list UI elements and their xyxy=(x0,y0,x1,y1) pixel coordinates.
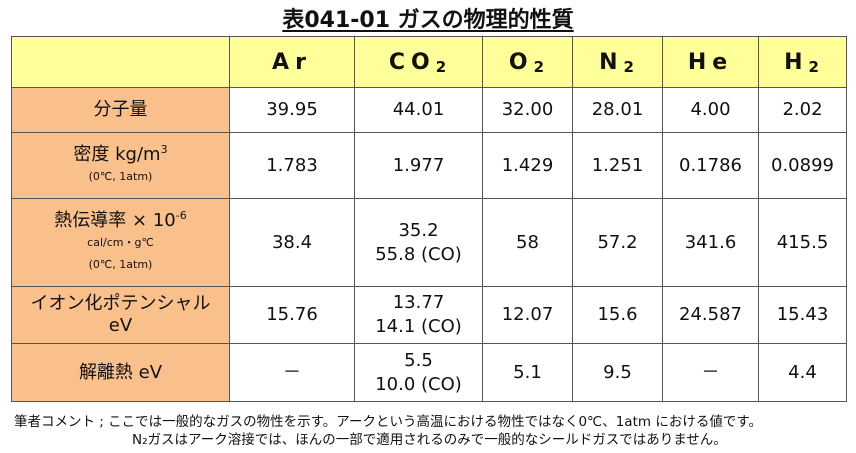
gas-properties-table: Ar CO2 O2 N2 He H2 分子量 39.95 44.01 32.00… xyxy=(11,36,847,402)
cell: 24.587 xyxy=(662,286,759,344)
cell: 28.01 xyxy=(572,87,663,133)
cell: 58 xyxy=(482,198,573,287)
header-n2: N2 xyxy=(572,36,663,88)
header-he: He xyxy=(662,36,759,88)
header-row: Ar CO2 O2 N2 He H2 xyxy=(11,36,847,88)
cell: 15.76 xyxy=(229,286,355,344)
author-comment: 筆者コメント ; ここでは一般的なガスの物性を示す。アークという高温における物性… xyxy=(14,414,762,430)
cell: 57.2 xyxy=(572,198,663,287)
cell: 5.1 xyxy=(482,343,573,402)
header-ar: Ar xyxy=(229,36,355,88)
row-label-molecular-weight: 分子量 xyxy=(11,87,230,133)
cell: － xyxy=(662,343,759,402)
cell: 15.43 xyxy=(758,286,847,344)
cell: 0.1786 xyxy=(662,132,759,199)
row-label-thermal-conductivity: 熱伝導率 × 10-6 cal/cm・g℃ (0℃, 1atm) xyxy=(11,198,230,287)
cell: 32.00 xyxy=(482,87,573,133)
cell: 341.6 xyxy=(662,198,759,287)
cell: 0.0899 xyxy=(758,132,847,199)
cell: 5.5 10.0 (CO) xyxy=(354,343,483,402)
table-row: 解離熱 eV － 5.5 10.0 (CO) 5.1 9.5 － 4.4 xyxy=(11,343,847,402)
cell: 13.77 14.1 (CO) xyxy=(354,286,483,344)
cell: 1.251 xyxy=(572,132,663,199)
cell: 9.5 xyxy=(572,343,663,402)
cell: 12.07 xyxy=(482,286,573,344)
row-label-ionization-potential: イオン化ポテンシャル eV xyxy=(11,286,230,344)
table-row: イオン化ポテンシャル eV 15.76 13.77 14.1 (CO) 12.07 … xyxy=(11,286,847,344)
table-row: 密度 kg/m3 (0℃, 1atm) 1.783 1.977 1.429 1.… xyxy=(11,132,847,199)
row-label-dissociation-heat: 解離熱 eV xyxy=(11,343,230,402)
row-label-density: 密度 kg/m3 (0℃, 1atm) xyxy=(11,132,230,199)
cell: 4.4 xyxy=(758,343,847,402)
cell: 1.429 xyxy=(482,132,573,199)
header-co2: CO2 xyxy=(354,36,483,88)
cell: 35.2 55.8 (CO) xyxy=(354,198,483,287)
table-row: 熱伝導率 × 10-6 cal/cm・g℃ (0℃, 1atm) 38.4 35… xyxy=(11,198,847,287)
cell: 39.95 xyxy=(229,87,355,133)
cell: 1.783 xyxy=(229,132,355,199)
author-comment-line2: N₂ガスはアーク溶接では、ほんの一部で適用されるのみで一般的なシールドガスではあ… xyxy=(132,432,727,448)
cell: 1.977 xyxy=(354,132,483,199)
cell: 38.4 xyxy=(229,198,355,287)
header-o2: O2 xyxy=(482,36,573,88)
header-corner xyxy=(11,36,230,88)
table-row: 分子量 39.95 44.01 32.00 28.01 4.00 2.02 xyxy=(11,87,847,133)
cell: － xyxy=(229,343,355,402)
cell: 415.5 xyxy=(758,198,847,287)
page-title: 表041-01 ガスの物理的性質 xyxy=(282,8,574,33)
cell: 4.00 xyxy=(662,87,759,133)
cell: 15.6 xyxy=(572,286,663,344)
cell: 44.01 xyxy=(354,87,483,133)
header-h2: H2 xyxy=(758,36,847,88)
cell: 2.02 xyxy=(758,87,847,133)
